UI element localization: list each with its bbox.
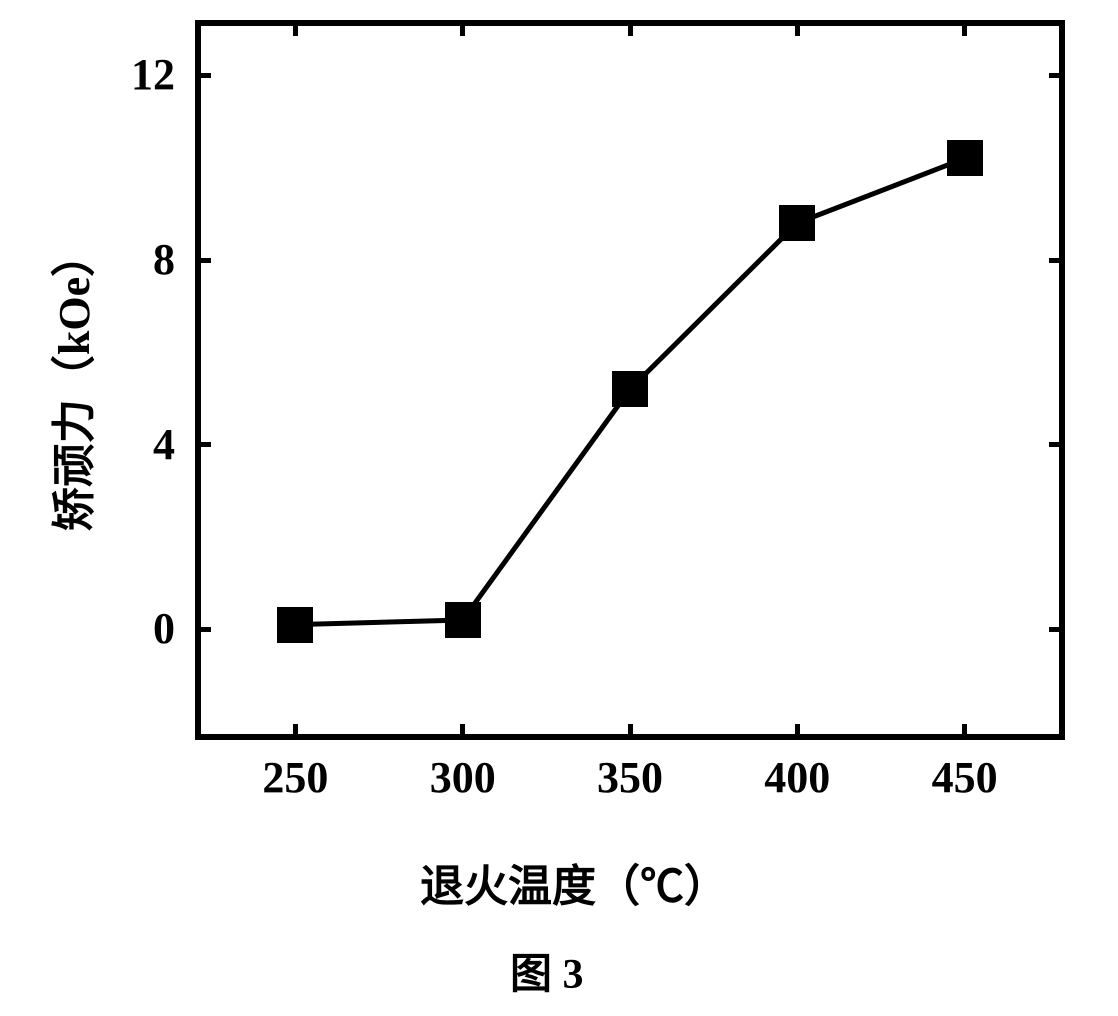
data-point-marker: [612, 371, 648, 407]
x-tick-label: 450: [920, 752, 1010, 803]
figure-caption: 图 3: [510, 940, 584, 1001]
y-tick-label: 12: [105, 49, 175, 100]
y-tick-label: 0: [105, 603, 175, 654]
x-tick-label: 400: [752, 752, 842, 803]
plot-area: 25030035040045004812: [195, 20, 1065, 740]
data-point-marker: [277, 607, 313, 643]
figure-container: 25030035040045004812 矫顽力（kOe） 退火温度（℃） 图 …: [0, 0, 1118, 1016]
data-point-marker: [445, 602, 481, 638]
x-tick-label: 300: [418, 752, 508, 803]
y-tick-label: 4: [105, 419, 175, 470]
data-point-marker: [947, 140, 983, 176]
data-point-marker: [779, 205, 815, 241]
x-tick-label: 350: [585, 752, 675, 803]
x-tick-label: 250: [250, 752, 340, 803]
y-tick-label: 8: [105, 234, 175, 285]
y-axis-label: 矫顽力（kOe）: [38, 232, 102, 532]
x-axis-label: 退火温度（℃）: [420, 850, 728, 914]
